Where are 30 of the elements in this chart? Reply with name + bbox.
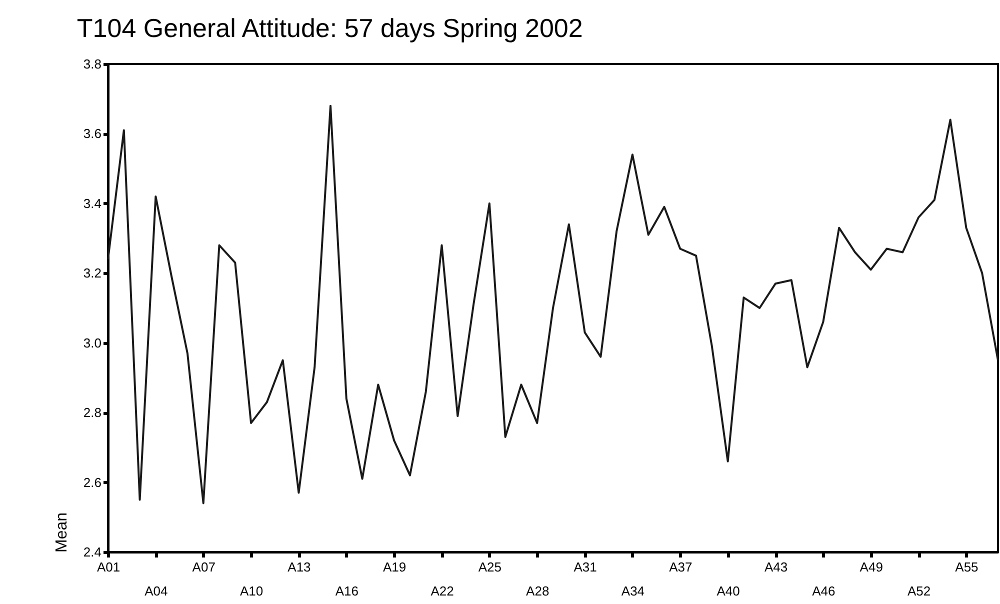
x-tick-label: A31 (574, 560, 597, 574)
x-tick-label: A07 (192, 560, 216, 574)
y-tick-label: 2.6 (83, 474, 102, 490)
x-tick-label: A16 (335, 584, 358, 598)
y-tick-label: 3.6 (83, 126, 102, 142)
line-series (107, 104, 999, 504)
y-tick-label: 2.4 (83, 544, 102, 560)
y-tick-label: 3.4 (83, 196, 102, 211)
x-tick-label: A13 (288, 560, 311, 574)
y-tick-label: 3.2 (83, 266, 102, 281)
x-tick-label: A19 (383, 560, 406, 574)
chart-title: T104 General Attitude: 57 days Spring 2002 (76, 13, 583, 43)
x-tick-label: A04 (144, 584, 168, 598)
x-tick-label: A49 (860, 560, 883, 574)
x-tick-label: A43 (764, 560, 788, 574)
x-tick-label: A46 (812, 584, 836, 598)
x-tick-label: A01 (96, 560, 120, 574)
x-tick-label: A25 (478, 560, 502, 574)
y-axis-title: Mean (53, 512, 70, 552)
y-tick-label: 3.0 (83, 335, 102, 350)
x-tick-label: A10 (240, 584, 264, 598)
x-tick-label: A34 (621, 584, 645, 598)
x-tick-label: A52 (907, 584, 931, 598)
x-tick-label: A40 (716, 584, 740, 598)
x-tick-label: A22 (430, 584, 454, 598)
x-tick-label: A28 (526, 584, 550, 598)
x-tick-label: A37 (669, 560, 692, 574)
y-tick-label: 3.8 (83, 56, 102, 72)
x-tick-label: A55 (955, 560, 978, 574)
y-tick-label: 2.8 (83, 405, 102, 420)
